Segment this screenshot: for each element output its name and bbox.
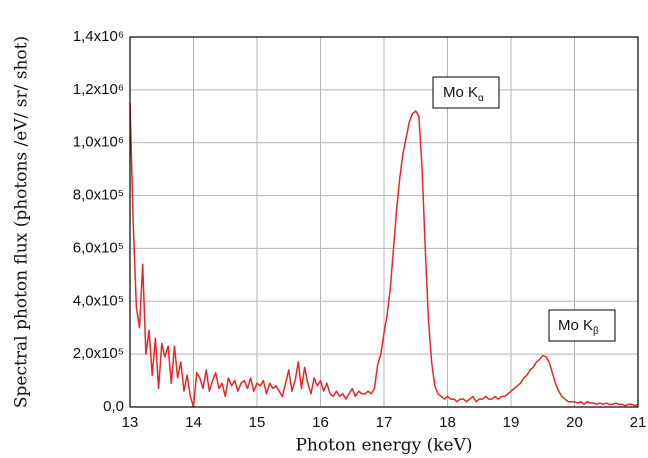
y-tick-label: 8,0x10⁵	[73, 187, 124, 204]
x-tick-label: 20	[566, 414, 583, 431]
y-tick-label: 1,0x10⁶	[73, 134, 124, 151]
y-tick-label: 6,0x10⁵	[73, 239, 124, 256]
annotation-subscript: α	[478, 93, 484, 104]
x-tick-label: 13	[122, 414, 139, 431]
x-tick-label: 16	[312, 414, 329, 431]
annotation-box	[548, 309, 616, 342]
y-tick-label: 2,0x10⁵	[73, 345, 124, 362]
y-tick-label: 0,0	[103, 398, 124, 415]
y-tick-label: 1,2x10⁶	[73, 81, 124, 98]
x-axis-label: Photon energy (keV)	[295, 436, 472, 456]
grid	[129, 36, 639, 408]
x-tick-label: 17	[376, 414, 393, 431]
data-line	[129, 103, 639, 408]
annotation: Mo Kα	[443, 84, 484, 104]
x-tick-label: 15	[249, 414, 266, 431]
annotation-box	[432, 76, 500, 109]
annotation-text: Mo K	[558, 317, 593, 334]
annotation: Mo Kβ	[558, 317, 599, 337]
x-tick-label: 18	[439, 414, 456, 431]
y-tick-label: 1,4x10⁶	[73, 28, 124, 45]
y-tick-label: 4,0x10⁵	[73, 292, 124, 309]
plot-frame	[129, 36, 639, 408]
x-tick-label: 19	[503, 414, 520, 431]
annotation-text: Mo K	[443, 84, 478, 101]
plot-area	[129, 103, 639, 408]
annotation-subscript: β	[593, 326, 599, 337]
x-tick-label: 21	[630, 414, 647, 431]
y-axis-label: Spectral photon flux (photons /eV/ sr/ s…	[12, 36, 32, 408]
x-tick-label: 14	[185, 414, 202, 431]
